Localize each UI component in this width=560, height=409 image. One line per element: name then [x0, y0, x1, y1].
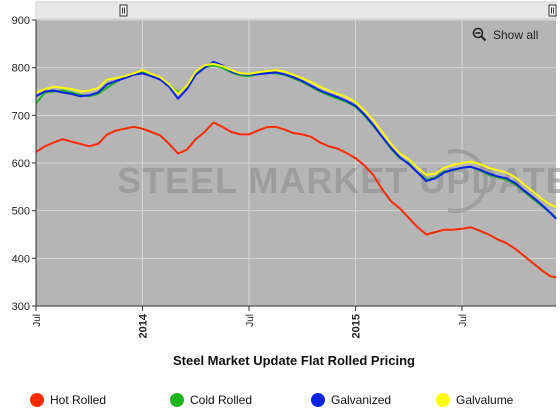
navigator-handle-right[interactable]	[548, 4, 557, 17]
x-tick-label: Jul	[32, 314, 43, 327]
y-tick-label: 900	[12, 15, 30, 27]
legend-item-hot-rolled[interactable]: Hot Rolled	[30, 393, 106, 407]
show-all-bg[interactable]	[466, 24, 550, 46]
zoom-out-icon	[472, 27, 487, 42]
y-tick-label: 400	[12, 253, 30, 265]
x-axis-ticks: Jul 2014 Jul 2015 Jul	[32, 306, 469, 338]
series-line-hot-rolled[interactable]	[35, 121, 557, 279]
series-line-galvanized[interactable]	[35, 60, 557, 220]
legend-item-galvanized[interactable]: Galvanized	[311, 393, 391, 407]
legend-marker[interactable]	[30, 393, 44, 407]
legend-marker[interactable]	[436, 393, 450, 407]
y-tick-label: 800	[12, 63, 30, 75]
y-tick-label: 600	[12, 158, 30, 170]
navigator-track[interactable]	[35, 1, 557, 20]
legend-label[interactable]: Hot Rolled	[50, 393, 106, 407]
watermark-swoosh	[447, 149, 488, 213]
y-tick-label: 700	[12, 110, 30, 122]
legend-label[interactable]: Cold Rolled	[190, 393, 252, 407]
x-tick-label: 2015	[350, 314, 362, 338]
legend-item-cold-rolled[interactable]: Cold Rolled	[170, 393, 252, 407]
y-tick-label: 500	[12, 206, 30, 218]
series-layer	[35, 60, 557, 279]
legend-label[interactable]: Galvanized	[331, 393, 391, 407]
navigator-handle-left[interactable]	[119, 4, 128, 17]
legend-label[interactable]: Galvalume	[456, 393, 514, 407]
legend: Hot Rolled Cold Rolled Galvanized Galvalume	[30, 393, 514, 407]
series-line-galvalume[interactable]	[35, 62, 557, 208]
x-tick-label: Jul	[458, 314, 469, 327]
x-tick-label: 2014	[137, 313, 149, 338]
chart-title: Steel Market Update Flat Rolled Pricing	[173, 353, 415, 368]
show-all-label[interactable]: Show all	[493, 28, 538, 42]
show-all-button[interactable]: Show all	[466, 24, 550, 46]
y-axis-ticks: 300 400 500 600 700 800 900	[12, 15, 36, 313]
range-navigator[interactable]	[35, 1, 557, 20]
x-tick-label: Jul	[245, 314, 256, 327]
legend-marker[interactable]	[311, 393, 325, 407]
watermark-text: STEEL MARKET UPDATE	[117, 160, 560, 201]
legend-marker[interactable]	[170, 393, 184, 407]
legend-item-galvalume[interactable]: Galvalume	[436, 393, 514, 407]
y-tick-label: 300	[12, 301, 30, 313]
